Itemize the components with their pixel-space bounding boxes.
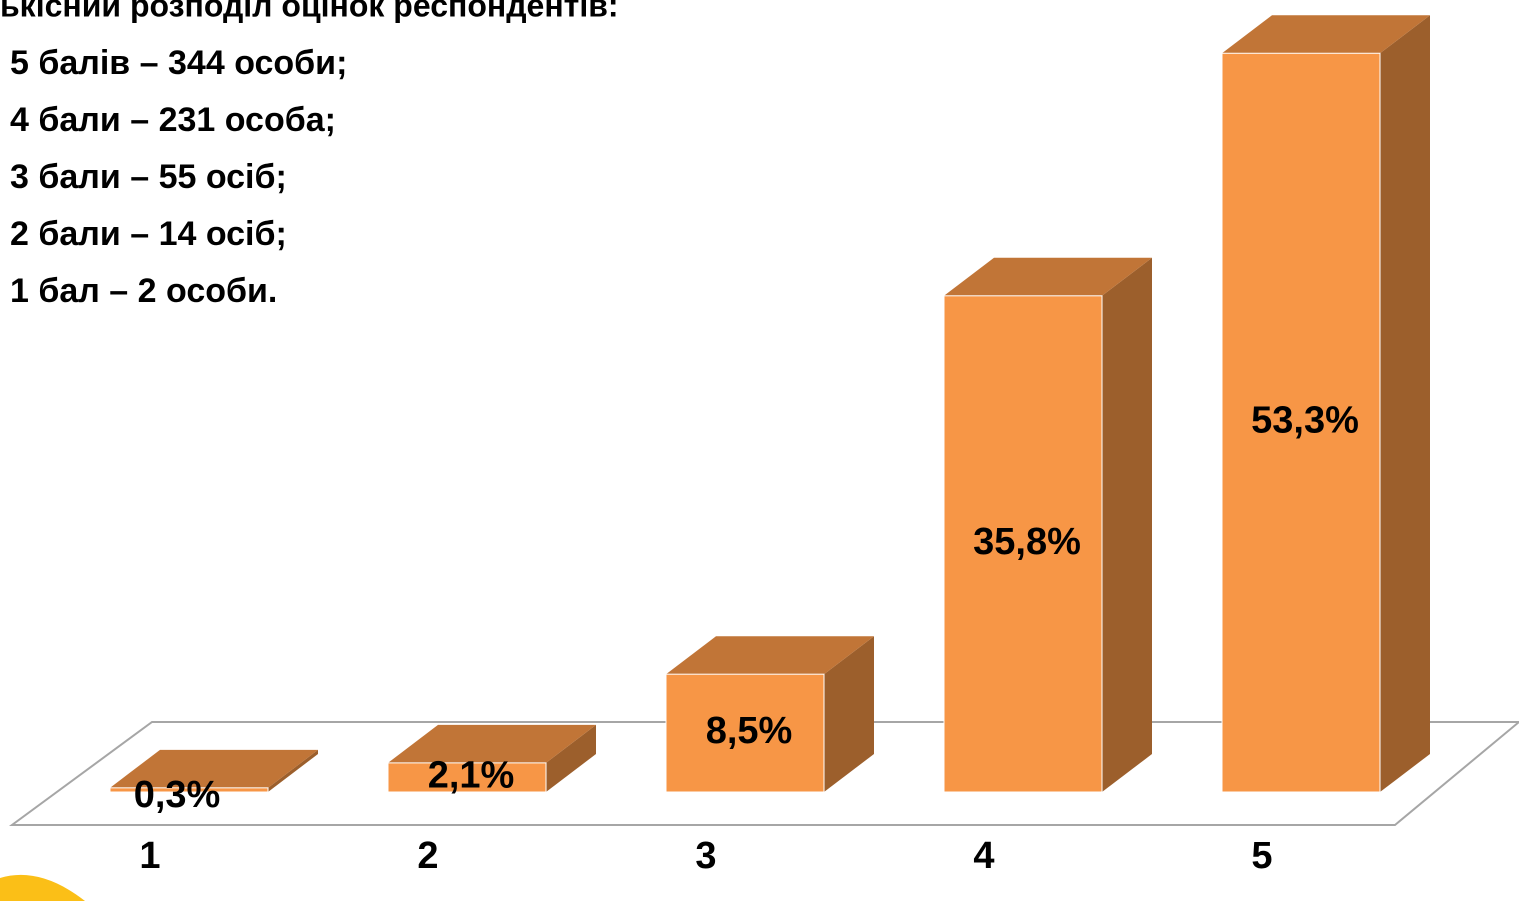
bar	[1221, 52, 1381, 793]
bar-side	[268, 749, 318, 792]
list-item: 4 бали – 231 особа;	[10, 101, 336, 139]
bars	[109, 15, 1430, 793]
x-tick-label: 1	[139, 835, 160, 877]
bar	[109, 787, 269, 793]
value-label: 35,8%	[973, 521, 1081, 563]
list-item: 5 балів – 344 особи;	[10, 44, 347, 82]
bar-side	[1102, 257, 1152, 792]
list-item: 2 бали – 14 осіб;	[10, 215, 287, 253]
x-tick-label: 2	[417, 835, 438, 877]
bar-top	[666, 636, 874, 675]
x-tick-label: 3	[695, 835, 716, 877]
bar-top	[388, 724, 596, 763]
bar-side	[546, 724, 596, 792]
bar	[387, 762, 547, 793]
bar-top	[1222, 15, 1430, 54]
value-label: 53,3%	[1251, 400, 1359, 442]
x-tick-label: 5	[1251, 835, 1272, 877]
value-label: 2,1%	[428, 754, 515, 796]
bar-side	[824, 636, 874, 792]
bar	[665, 673, 825, 793]
list-item: 3 бали – 55 осіб;	[10, 158, 287, 196]
x-tick-label: 4	[973, 835, 994, 877]
list-item: 1 бал – 2 особи.	[10, 272, 277, 310]
bar	[943, 295, 1103, 793]
bar-side	[1380, 15, 1430, 792]
corner-decoration	[0, 874, 85, 901]
value-label: 0,3%	[134, 774, 221, 816]
bar-top	[110, 749, 318, 788]
chart-title: ькісний розподіл оцінок респондентів:	[0, 0, 619, 23]
bar-top	[944, 257, 1152, 296]
value-label: 8,5%	[706, 710, 793, 752]
